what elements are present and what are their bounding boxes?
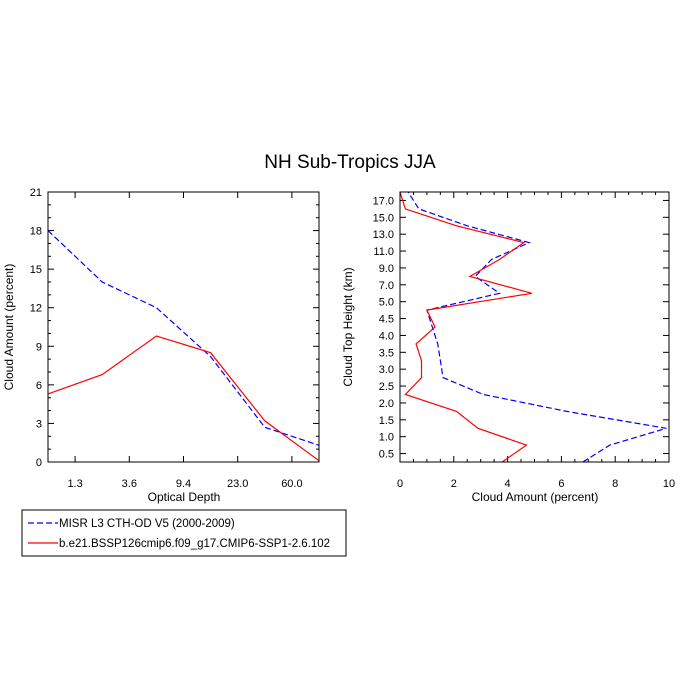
right-y-tick-label: 3.0 (379, 364, 394, 376)
left-y-tick-label: 18 (30, 226, 42, 238)
left-y-tick-label: 15 (30, 264, 42, 276)
right-y-tick-label: 7.0 (379, 280, 394, 292)
left-series-line-model (47, 335, 320, 462)
left-y-tick-label: 21 (30, 187, 42, 199)
left-chart-optical-depth: 0 3 6 9 12 15 18 21 1.3 3.6 9.4 23.0 60.0 Optical De… (2, 187, 320, 504)
left-y-tick-label: 0 (36, 457, 42, 469)
legend: MISR L3 CTH-OD V5 (2000-2009) b.e21.BSSP… (21, 509, 347, 557)
left-x-axis-label: Optical Depth (148, 490, 221, 504)
right-y-tick-label: 13.0 (373, 229, 394, 241)
right-x-tick-label: 4 (505, 478, 511, 490)
right-plot-frame (399, 191, 670, 463)
right-y-tick-label: 0.5 (379, 449, 394, 461)
right-y-axis-label: Cloud Top Height (km) (341, 267, 355, 386)
legend-label-model: b.e21.BSSP126cmip6.f09_g17.CMIP6-SSP1-2.… (59, 538, 330, 550)
left-y-tick-label: 6 (36, 380, 42, 392)
left-y-tick-label: 12 (30, 303, 42, 315)
right-chart-cloud-top-height: 0 2 4 6 8 10 0.5 1.0 1.5 2.0 2.5 3.0 3.5 4.0 4.5 5.0 7.0… (341, 191, 675, 504)
right-y-tick-label: 15.0 (373, 212, 394, 224)
right-y-tick-label: 2.5 (379, 381, 394, 393)
left-x-tick-label: 1.3 (67, 478, 82, 490)
left-x-tick-label: 3.6 (122, 478, 137, 490)
right-y-tick-label: 4.5 (379, 314, 394, 326)
left-y-axis-label: Cloud Amount (percent) (2, 264, 16, 391)
right-x-tick-label: 8 (612, 478, 618, 490)
right-y-tick-label: 5.0 (379, 297, 394, 309)
right-series-line-misr (407, 191, 667, 463)
right-y-tick-label: 3.5 (379, 347, 394, 359)
right-y-tick-label: 11.0 (373, 246, 394, 258)
right-x-tick-label: 6 (558, 478, 564, 490)
right-x-tick-label: 2 (451, 478, 457, 490)
legend-label-misr: MISR L3 CTH-OD V5 (2000-2009) (59, 518, 235, 530)
right-y-tick-label: 2.0 (379, 398, 394, 410)
right-x-axis-label: Cloud Amount (percent) (472, 490, 599, 504)
left-series-line-misr (47, 230, 320, 446)
left-x-tick-label: 23.0 (227, 478, 248, 490)
right-y-tick-label: 1.5 (379, 415, 394, 427)
right-y-tick-label: 4.0 (379, 330, 394, 342)
left-y-tick-label: 9 (36, 341, 42, 353)
right-y-tick-label: 9.0 (379, 263, 394, 275)
right-x-tick-label: 0 (397, 478, 403, 490)
figure-title: NH Sub-Tropics JJA (264, 152, 436, 173)
left-plot-frame (47, 191, 320, 463)
right-y-tick-label: 1.0 (379, 432, 394, 444)
left-x-tick-label: 60.0 (281, 478, 302, 490)
left-y-tick-label: 3 (36, 418, 42, 430)
legend-box (21, 509, 347, 557)
left-x-tick-label: 9.4 (176, 478, 191, 490)
right-y-tick-label: 17.0 (373, 195, 394, 207)
right-x-tick-label: 10 (663, 478, 675, 490)
right-series-line-model (399, 191, 532, 463)
